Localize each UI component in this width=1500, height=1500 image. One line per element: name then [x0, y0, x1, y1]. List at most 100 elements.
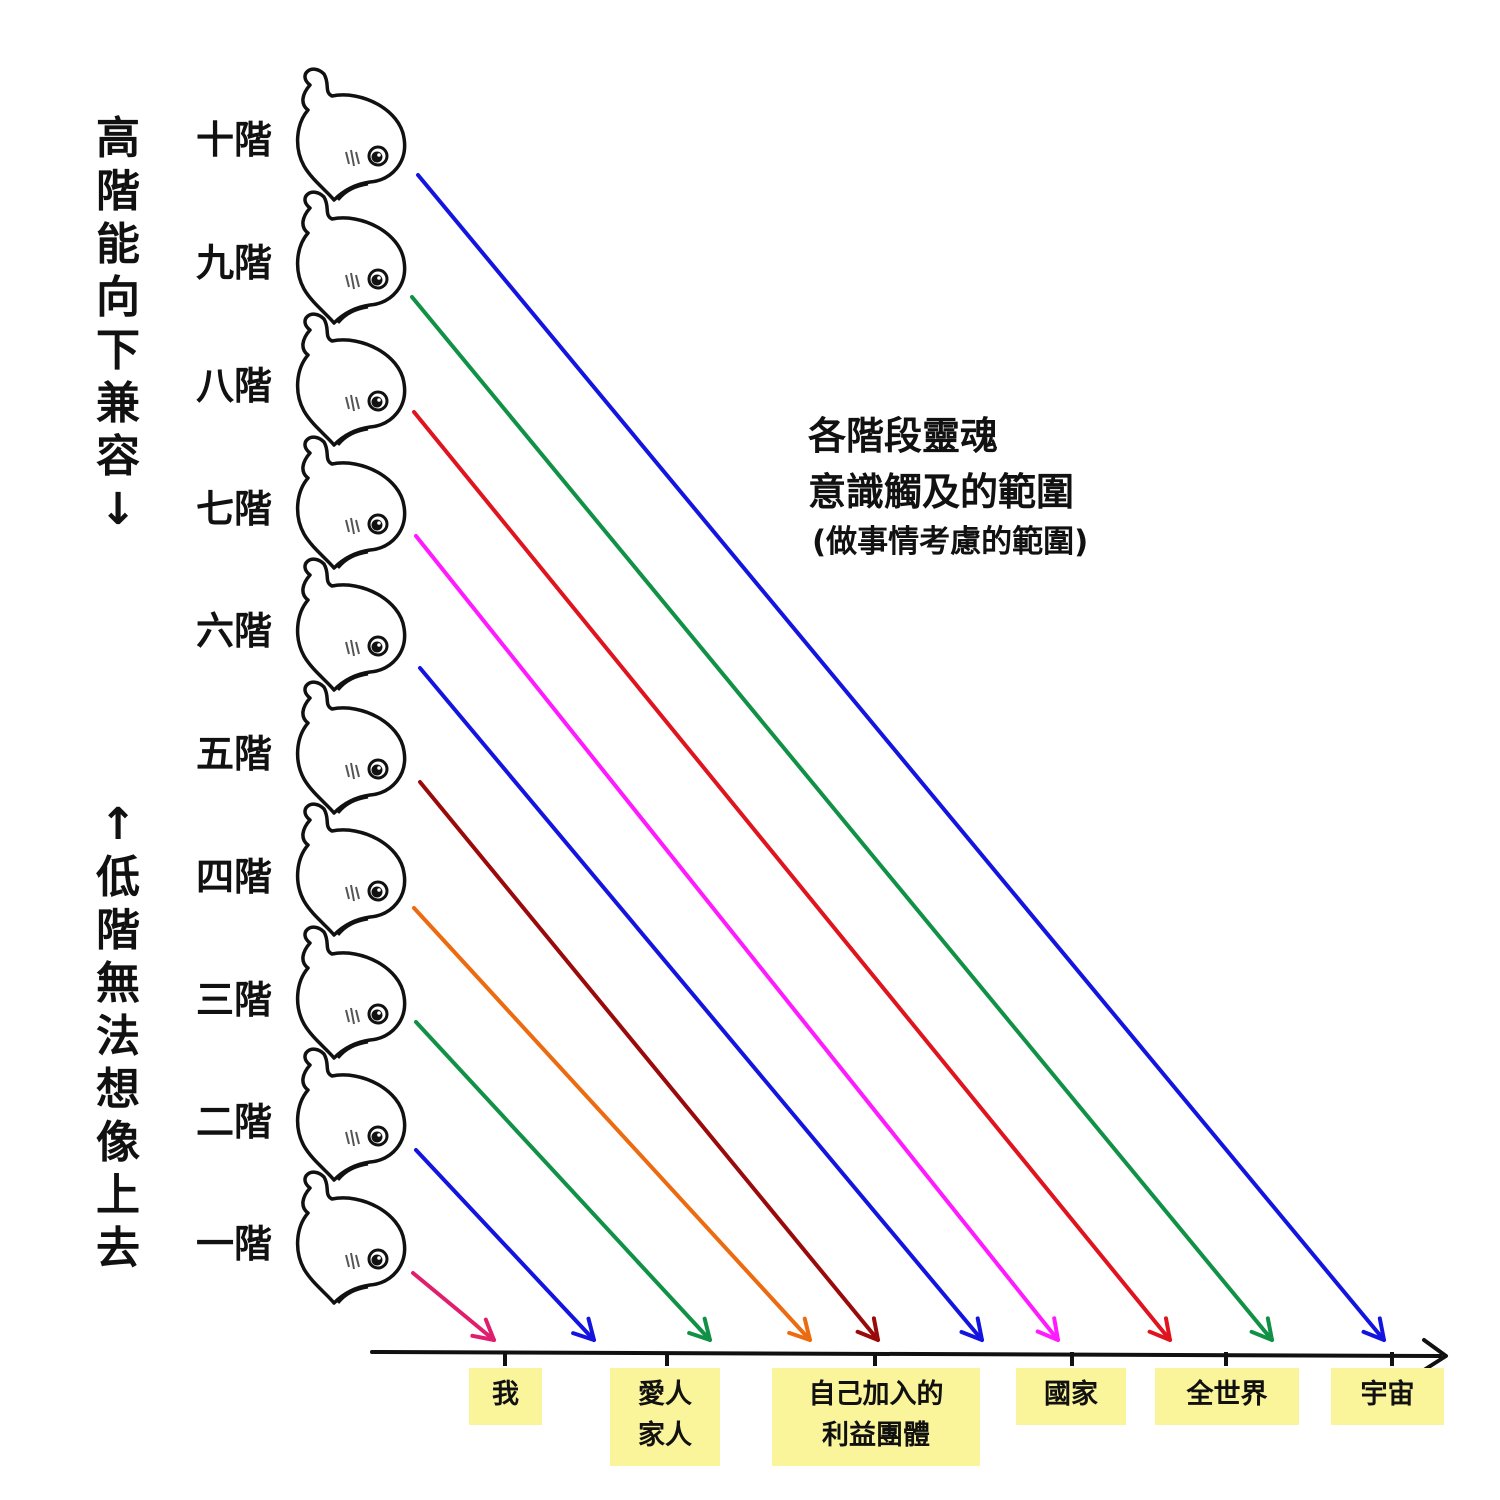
vertical-char: 法 [96, 1011, 140, 1062]
blush-mark [345, 762, 360, 780]
vertical-char: 階 [96, 166, 140, 217]
level-label-1: 一階 [196, 1222, 273, 1266]
vertical-char: 無 [96, 958, 140, 1009]
eye-highlight [377, 398, 381, 402]
scope-label-text: 家人 [638, 1420, 692, 1451]
arrow-head [1361, 1316, 1386, 1342]
vertical-char: 去 [96, 1223, 140, 1274]
arrow-shaft [412, 410, 1172, 1342]
head-outline [295, 557, 407, 692]
scope-label-text: 全世界 [1186, 1379, 1268, 1410]
head-outline [295, 802, 407, 937]
head-outline [295, 1047, 407, 1182]
eye-pupil [371, 764, 383, 776]
scope-arrow [410, 295, 1274, 1342]
eye-highlight [377, 1133, 381, 1137]
arrow-head [1147, 1316, 1172, 1342]
eye-pupil [371, 274, 383, 286]
arrow-shaft [410, 295, 1274, 1342]
arrow-shaft [411, 1271, 496, 1342]
eye-highlight [377, 521, 381, 525]
eye-pupil [371, 886, 383, 898]
head-collar [336, 182, 369, 201]
soul-head-icon [295, 925, 407, 1060]
scope-label-country: 國家 [1016, 1368, 1126, 1425]
scope-label-interest-group: 自己加入的 利益團體 [772, 1368, 980, 1466]
blush-mark [345, 517, 360, 535]
level-label-2: 二階 [196, 1100, 273, 1144]
eye-highlight [377, 1256, 381, 1260]
vertical-char: 階 [96, 905, 140, 956]
arrow-shaft [416, 173, 1386, 1342]
blush-mark [345, 884, 360, 902]
head-collar [336, 305, 369, 324]
blush-mark [345, 639, 360, 657]
scope-arrow [414, 1020, 712, 1342]
arrow-head [959, 1316, 984, 1342]
vertical-char: 高 [96, 113, 140, 164]
eye-highlight [377, 1011, 381, 1015]
scope-arrow [418, 780, 880, 1342]
level-label-9: 九階 [196, 241, 273, 285]
scope-label-text: 宇宙 [1360, 1379, 1415, 1410]
blush-mark [345, 272, 360, 290]
level-label-7: 七階 [196, 487, 273, 531]
head-outline [295, 435, 407, 570]
vertical-char: ↓ [99, 484, 137, 535]
level-label-4: 四階 [196, 855, 273, 899]
blush-mark [345, 149, 360, 167]
vertical-char: 上 [96, 1170, 140, 1221]
scope-arrow [414, 534, 1060, 1342]
soul-head-icon [295, 1170, 407, 1305]
low-level-cannot-imagine-text: ↑ 低 階 無 法 想 像 上 去 [92, 798, 144, 1275]
level-label-8: 八階 [196, 364, 273, 408]
blush-mark [345, 1252, 360, 1270]
arrow-shaft [418, 780, 880, 1342]
eye-pupil [371, 519, 383, 531]
head-outline [295, 1170, 407, 1305]
vertical-char: 能 [96, 219, 140, 270]
arrow-head [1249, 1316, 1274, 1342]
arrow-head [855, 1316, 880, 1342]
head-collar [336, 795, 369, 814]
axis-line [370, 1350, 1442, 1358]
eye-pupil [371, 641, 383, 653]
high-level-compatible-text: 高 階 能 向 下 兼 容 ↓ [92, 112, 144, 536]
eye-pupil [371, 1009, 383, 1021]
soul-head-icon [295, 435, 407, 570]
eye-highlight [377, 766, 381, 770]
head-outline [295, 67, 407, 202]
blush-mark [345, 1129, 360, 1147]
soul-head-icon [295, 802, 407, 937]
soul-head-icon [295, 680, 407, 815]
title-line: 各階段靈魂 [808, 414, 999, 458]
arrow-shaft [414, 534, 1060, 1342]
head-collar [336, 917, 369, 936]
arrow-head [1035, 1316, 1060, 1342]
soul-head-icon [295, 67, 407, 202]
vertical-char: 向 [96, 272, 140, 323]
head-collar [336, 1040, 369, 1059]
head-outline [295, 312, 407, 447]
scope-arrow [416, 173, 1386, 1342]
arrow-head [470, 1317, 496, 1342]
head-collar [336, 1285, 369, 1304]
arrow-shaft [414, 1148, 596, 1342]
scope-arrow [412, 410, 1172, 1342]
vertical-char: 像 [96, 1117, 140, 1168]
diagram-title: 各階段靈魂 意識觸及的範圍 [808, 408, 1074, 520]
arrow-head [571, 1316, 596, 1342]
eye-pupil [371, 396, 383, 408]
arrow-shaft [412, 906, 812, 1342]
soul-head-icon [295, 557, 407, 692]
vertical-char: 兼 [96, 378, 140, 429]
eye-pupil [371, 1131, 383, 1143]
range-arrows [410, 173, 1386, 1342]
vertical-char: 想 [96, 1064, 140, 1115]
scope-label-text: 利益團體 [822, 1420, 930, 1451]
scope-label-text: 愛人 [638, 1379, 692, 1410]
head-collar [336, 550, 369, 569]
title-line: 意識觸及的範圍 [808, 470, 1075, 514]
